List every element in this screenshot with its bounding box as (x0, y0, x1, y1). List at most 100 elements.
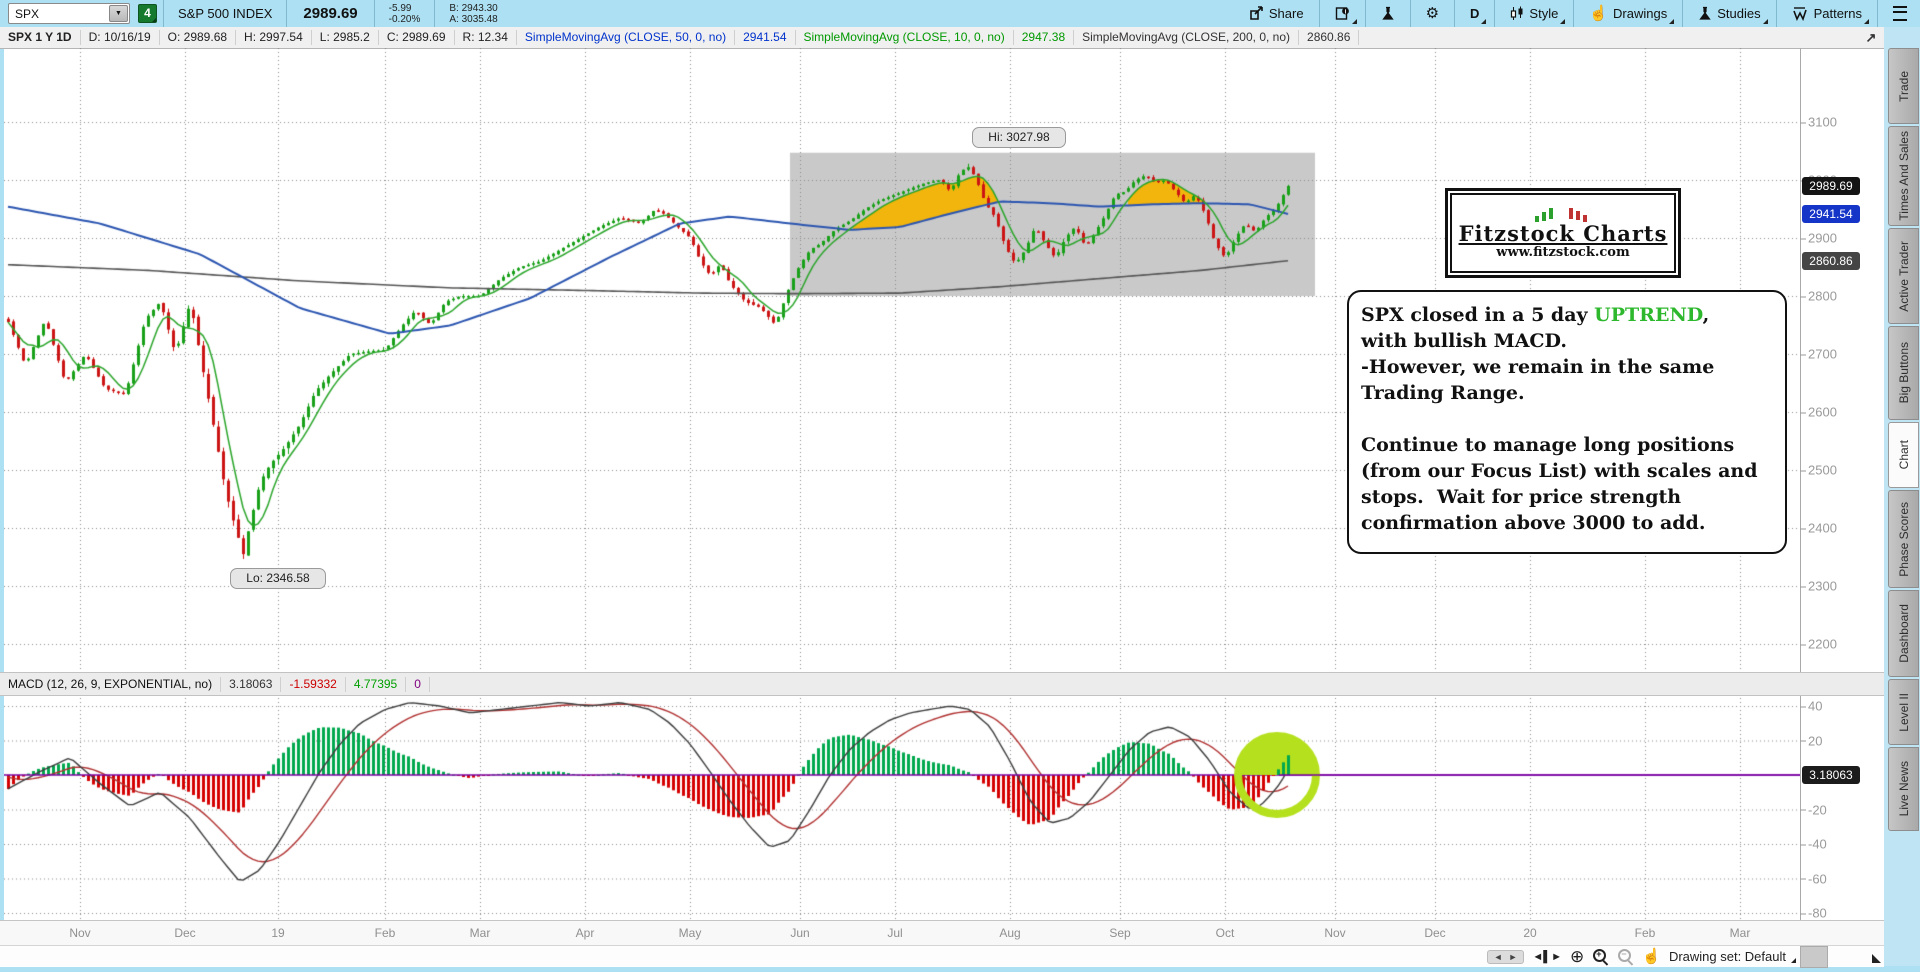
sidebar-tab-big-buttons[interactable]: Big Buttons (1888, 326, 1919, 420)
time-axis-label: May (678, 926, 702, 940)
time-axis-label: 19 (271, 926, 285, 940)
ohlc-field: R: 12.34 (455, 30, 517, 45)
price-tick-label: 2900 (1800, 230, 1837, 246)
drawings-button[interactable]: ☝ Drawings (1580, 0, 1676, 27)
change-percent: -0.20% (388, 13, 421, 25)
macd-value: -1.59332 (281, 676, 346, 692)
high-callout: Hi: 3027.98 (972, 127, 1066, 148)
sidebar-tab-label: Trade (1896, 70, 1911, 102)
patterns-button[interactable]: Patterns (1783, 0, 1871, 27)
symbol-input[interactable]: SPX ▼ (8, 3, 130, 24)
macd-study-label[interactable]: MACD (12, 26, 9, EXPONENTIAL, no) (0, 676, 222, 692)
zoom-out-icon[interactable]: − (1617, 948, 1634, 966)
note-text-line: SPX closed in a 5 day UPTREND, (1361, 304, 1710, 326)
page-info-icon: i (1335, 7, 1349, 20)
sidebar-tab-label: Phase Scores (1896, 501, 1911, 577)
share-button[interactable]: Share (1240, 0, 1313, 27)
pan-icon[interactable]: ◄▌► (1532, 950, 1562, 963)
study-value: 2947.38 (1014, 30, 1075, 45)
macd-tick-label: 20 (1799, 733, 1823, 748)
crosshair-icon[interactable]: ⊕ (1570, 946, 1585, 966)
price-tick-label: 2500 (1800, 462, 1837, 478)
menu-button[interactable] (1884, 0, 1916, 27)
price-tick-label: 2400 (1800, 520, 1837, 536)
ohlc-field: D: 10/16/19 (81, 30, 160, 45)
symbol-dropdown-icon[interactable]: ▼ (109, 5, 128, 22)
logo-inner-frame: Fitzstock Charts www.fitzstock.com (1450, 193, 1676, 273)
price-badge: 2989.69 (1802, 176, 1860, 195)
watchlist-badge[interactable]: 4 (138, 4, 157, 23)
study-label[interactable]: SimpleMovingAvg (CLOSE, 10, 0, no) (796, 30, 1014, 45)
studies-button[interactable]: Studies (1689, 0, 1769, 27)
price-tick-label: 2200 (1800, 636, 1837, 652)
change-block: -5.99 -0.20% (389, 3, 421, 25)
note-text-line: (from our Focus List) with scales and (1361, 460, 1758, 482)
note-text-line: Trading Range. (1361, 382, 1525, 404)
sidebar-tab-level-ii[interactable]: Level II (1888, 679, 1919, 745)
sidebar-tab-label: Level II (1896, 692, 1911, 732)
time-axis-label: Mar (1729, 926, 1751, 940)
macd-header-bar: MACD (12, 26, 9, EXPONENTIAL, no) 3.1806… (0, 672, 1884, 696)
sidebar-tab-trade[interactable]: Trade (1888, 48, 1919, 124)
scroll-arrows[interactable]: ◄ ► (1486, 949, 1525, 964)
top-toolbar: SPX ▼ 4 S&P 500 INDEX 2989.69 -5.99 -0.2… (0, 0, 1920, 27)
last-price: 2989.69 (303, 5, 358, 22)
analysis-note-box: SPX closed in a 5 day UPTREND, with bulli… (1347, 290, 1787, 554)
symbol-name: S&P 500 INDEX (178, 6, 273, 21)
sidebar-tab-label: Active Trader (1896, 240, 1911, 312)
timeframe-button[interactable]: D (1461, 0, 1488, 27)
sidebar-tab-active-trader[interactable]: Active Trader (1888, 228, 1919, 324)
logo-title: Fitzstock Charts (1458, 220, 1668, 246)
sidebar-tab-times-and-sales[interactable]: Times And Sales (1888, 126, 1919, 226)
price-badge: 2941.54 (1802, 204, 1860, 223)
chart-settings-button[interactable]: ⚙ (1417, 0, 1448, 27)
chart-title: SPX 1 Y 1D (0, 30, 81, 45)
sidebar-tab-label: Live News (1896, 761, 1911, 817)
time-axis-label: Mar (469, 926, 491, 940)
share-icon (1250, 6, 1263, 20)
divider (434, 0, 436, 27)
symbol-value[interactable]: SPX (15, 6, 40, 21)
sidebar-tab-dashboard[interactable]: Dashboard (1888, 590, 1919, 677)
note-text-line: stops. Wait for price strength (1361, 486, 1682, 508)
studies-flask-icon (1699, 6, 1711, 20)
sidebar-tab-phase-scores[interactable]: Phase Scores (1888, 490, 1919, 588)
price-tick-label: 3100 (1800, 114, 1837, 130)
pointer-corner-icon[interactable]: ↗ (1865, 30, 1877, 45)
resize-corner-icon[interactable] (1872, 954, 1881, 963)
sidebar-tab-chart[interactable]: Chart (1888, 422, 1919, 488)
divider (163, 0, 164, 27)
price-tick-label: 2700 (1800, 346, 1837, 362)
axis-divider (1800, 48, 1801, 920)
drawing-set-selector[interactable]: Drawing set: Default (1669, 949, 1797, 964)
note-text-line: with bullish MACD. (1361, 330, 1567, 352)
menu-icon (1893, 6, 1907, 21)
style-button[interactable]: Style (1501, 0, 1567, 27)
study-label[interactable]: SimpleMovingAvg (CLOSE, 50, 0, no) (517, 30, 736, 45)
window-border-left (0, 27, 4, 972)
sidebar-tab-live-news[interactable]: Live News (1888, 747, 1919, 831)
macd-chart-canvas[interactable] (4, 694, 1800, 920)
macd-tick-label: -80 (1800, 905, 1827, 921)
candlestick-icon (1511, 6, 1523, 20)
time-axis-label: Feb (1634, 926, 1656, 940)
flexible-grid-button[interactable]: i (1326, 0, 1359, 27)
time-axis-label: Oct (1215, 926, 1235, 940)
change-value: -5.99 (388, 2, 412, 14)
hand-tool-icon[interactable]: ☝ (1642, 947, 1661, 965)
bid-ask-block: B: 2943.30 A: 3035.48 (449, 3, 497, 25)
note-text-line (1361, 406, 1773, 432)
study-label[interactable]: SimpleMovingAvg (CLOSE, 200, 0, no) (1074, 30, 1300, 45)
status-bar: ◄ ► ◄▌► ⊕ + − ☝ Drawing set: Default (0, 945, 1884, 968)
quick-study-button[interactable] (1372, 0, 1404, 27)
divider (373, 0, 375, 27)
time-axis-label: Sep (1109, 926, 1131, 940)
divider (286, 0, 288, 27)
red-candles-icon (1569, 207, 1587, 222)
logo-box: Fitzstock Charts www.fitzstock.com (1445, 188, 1681, 278)
zoom-in-icon[interactable]: + (1592, 948, 1609, 966)
logo-url[interactable]: www.fitzstock.com (1496, 244, 1630, 260)
macd-tick-label: 40 (1799, 698, 1823, 714)
scroll-right-icon: ► (1508, 951, 1518, 962)
